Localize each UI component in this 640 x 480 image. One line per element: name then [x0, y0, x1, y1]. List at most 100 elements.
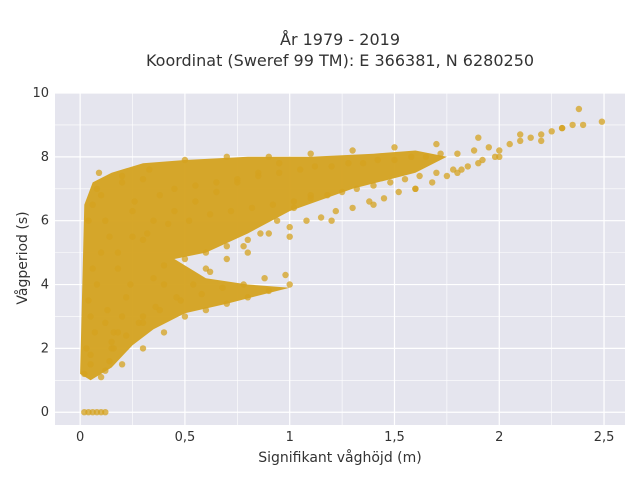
data-point — [359, 160, 367, 167]
data-point — [517, 137, 524, 145]
data-point — [156, 192, 163, 199]
data-point — [213, 188, 220, 196]
tick-labels: 0 0,5 1 1,5 2 2,5 0 2 4 6 8 10 — [32, 86, 614, 445]
data-point — [328, 163, 335, 170]
data-point — [443, 172, 451, 180]
data-point — [127, 281, 134, 288]
data-point — [106, 358, 113, 365]
data-point — [282, 271, 289, 279]
data-point — [303, 217, 310, 224]
x-tick-label: 0,5 — [175, 430, 196, 445]
data-point — [265, 153, 272, 160]
data-point — [479, 156, 486, 164]
data-point — [213, 179, 220, 186]
y-tick-label: 4 — [41, 278, 49, 293]
data-point — [374, 156, 381, 164]
data-point — [129, 233, 136, 240]
data-point — [244, 249, 251, 256]
data-point — [104, 306, 111, 314]
data-point — [349, 204, 356, 212]
data-point — [202, 265, 210, 272]
data-point — [202, 249, 210, 256]
data-point — [97, 249, 105, 256]
data-point — [240, 281, 247, 288]
data-point — [380, 195, 388, 202]
data-points — [80, 105, 606, 416]
data-point — [265, 287, 272, 295]
data-point — [81, 370, 88, 378]
data-point — [265, 230, 272, 237]
data-point — [89, 201, 96, 208]
data-point — [387, 179, 394, 186]
data-point — [87, 361, 94, 368]
data-point — [538, 131, 545, 138]
data-point — [192, 182, 199, 189]
data-point — [338, 188, 346, 196]
data-point — [106, 233, 113, 240]
data-point — [470, 147, 478, 154]
data-point — [307, 150, 314, 157]
data-point — [114, 265, 122, 272]
x-tick-label: 1,5 — [384, 430, 405, 445]
data-point — [311, 163, 319, 170]
data-point — [328, 217, 335, 224]
data-point — [286, 223, 293, 231]
data-point — [370, 182, 377, 189]
data-point — [464, 163, 471, 170]
y-axis-title: Vågperiod (s) — [14, 211, 31, 304]
data-point — [395, 188, 402, 196]
data-point — [85, 297, 92, 304]
data-point — [538, 137, 545, 145]
data-point — [276, 169, 283, 176]
data-point — [454, 150, 461, 157]
data-point — [422, 153, 430, 160]
data-point — [129, 207, 136, 215]
data-point — [234, 179, 241, 186]
data-point — [248, 204, 256, 212]
data-point — [150, 217, 157, 224]
data-point — [87, 351, 94, 358]
data-point — [412, 185, 419, 192]
data-point — [317, 214, 325, 221]
data-point — [429, 179, 436, 186]
x-axis-title: Signifikant våghöjd (m) — [258, 449, 421, 466]
data-point — [110, 345, 117, 352]
data-point — [89, 265, 96, 272]
data-point — [517, 131, 524, 138]
data-point — [223, 153, 230, 160]
data-point — [324, 192, 331, 199]
data-point — [156, 306, 163, 314]
data-point — [91, 329, 99, 336]
data-point — [506, 140, 513, 148]
data-point — [144, 230, 151, 237]
data-point — [391, 156, 398, 164]
data-point — [118, 313, 126, 320]
x-tick-label: 2,5 — [594, 430, 615, 445]
data-point — [598, 118, 606, 125]
data-point — [290, 204, 298, 212]
data-point — [454, 169, 461, 176]
data-point — [118, 361, 126, 368]
data-point — [139, 319, 147, 326]
data-point — [345, 160, 352, 167]
data-point — [527, 134, 534, 141]
data-point — [181, 156, 189, 164]
data-point — [131, 198, 138, 205]
x-tick-label: 2 — [495, 430, 503, 445]
data-point — [579, 121, 587, 129]
data-point — [102, 319, 109, 326]
data-point — [290, 198, 298, 205]
data-point — [332, 207, 339, 215]
chart-title-line1: År 1979 - 2019 — [280, 30, 400, 49]
data-point — [97, 192, 105, 199]
data-point — [93, 281, 101, 288]
data-point — [286, 281, 293, 288]
data-point — [408, 153, 415, 160]
data-point — [391, 144, 398, 151]
data-point — [244, 236, 251, 243]
x-tick-label: 0 — [76, 430, 84, 445]
data-point — [139, 176, 147, 183]
data-point — [123, 294, 130, 301]
data-point — [181, 313, 189, 320]
data-point — [286, 233, 293, 240]
